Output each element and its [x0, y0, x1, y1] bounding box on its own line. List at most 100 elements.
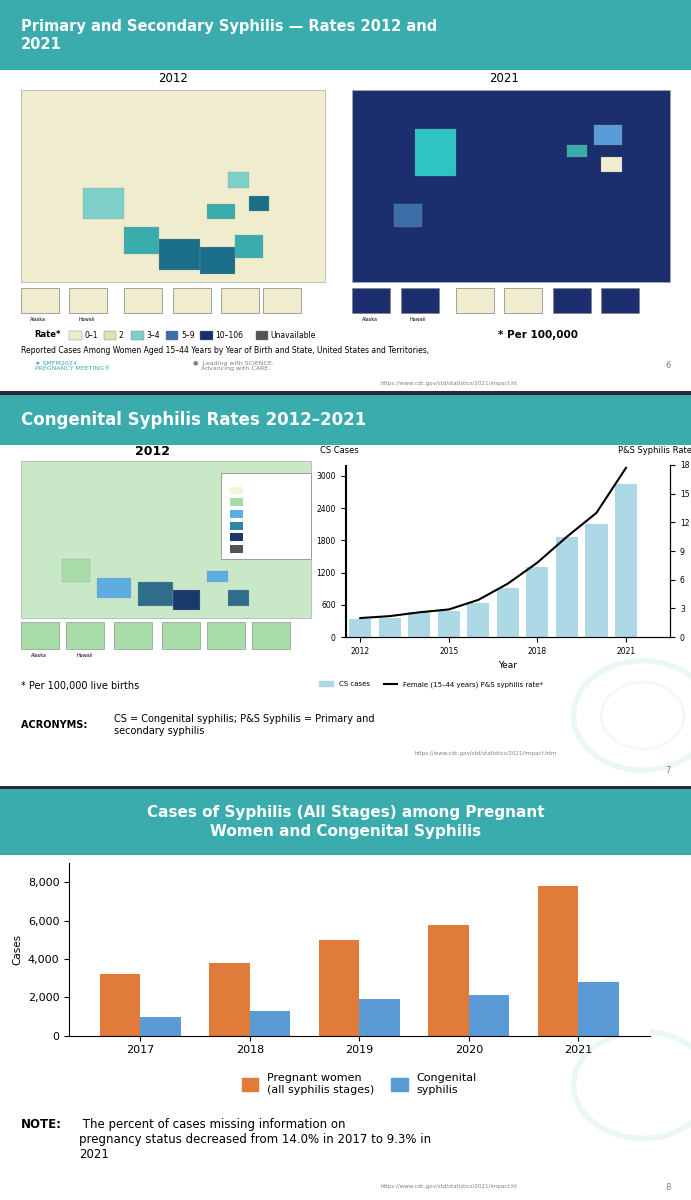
Text: ●  Leading with SCIENCE.
    Advancing with CARE.: ● Leading with SCIENCE. Advancing with C…: [193, 360, 274, 371]
Bar: [615, 484, 637, 637]
Text: Unavailable: Unavailable: [246, 547, 283, 552]
Bar: [567, 145, 587, 156]
Bar: [228, 590, 249, 606]
Text: ACRONYMS:: ACRONYMS:: [21, 720, 91, 731]
Bar: [207, 623, 245, 649]
Text: Congenital Syphilis Rates 2012–2021: Congenital Syphilis Rates 2012–2021: [21, 410, 366, 428]
Bar: [252, 623, 290, 649]
Text: Unavailable: Unavailable: [271, 331, 316, 340]
Bar: [467, 604, 489, 637]
Bar: [230, 498, 243, 506]
Bar: [578, 982, 619, 1036]
Bar: [207, 571, 228, 582]
Bar: [69, 288, 107, 313]
Text: Rate*: Rate*: [35, 330, 61, 340]
Text: 2021: 2021: [489, 72, 520, 85]
Bar: [162, 623, 200, 649]
Text: * Per 100,000 live births: * Per 100,000 live births: [21, 682, 139, 691]
Bar: [456, 288, 494, 313]
Text: Primary and Secondary Syphilis — Rates 2012 and
2021: Primary and Secondary Syphilis — Rates 2…: [21, 19, 437, 52]
Text: Alaska: Alaska: [361, 317, 378, 322]
Bar: [62, 559, 90, 582]
Bar: [359, 1000, 400, 1036]
Text: https://www.cdc.gov/std/statistics/2021/impact.ht: https://www.cdc.gov/std/statistics/2021/…: [380, 382, 517, 386]
Bar: [21, 623, 59, 649]
Bar: [209, 962, 250, 1036]
Bar: [221, 288, 259, 313]
Bar: [200, 246, 235, 274]
Bar: [228, 172, 249, 188]
Bar: [124, 288, 162, 313]
Text: 2: 2: [119, 331, 124, 340]
Bar: [352, 288, 390, 313]
Bar: [0, 395, 691, 445]
Text: CS = Congenital syphilis; P&S Syphilis = Primary and
secondary syphilis: CS = Congenital syphilis; P&S Syphilis =…: [114, 714, 375, 736]
Bar: [379, 618, 401, 637]
Bar: [230, 545, 243, 553]
Text: 2012: 2012: [158, 72, 188, 85]
Bar: [230, 510, 243, 518]
Bar: [21, 288, 59, 313]
Bar: [230, 534, 243, 541]
Text: 10–106: 10–106: [216, 331, 244, 340]
Bar: [594, 125, 622, 145]
Legend: Pregnant women
(all syphilis stages), Congenital
syphilis: Pregnant women (all syphilis stages), Co…: [237, 1069, 482, 1099]
Text: The percent of cases missing information on
pregnancy status decreased from 14.0: The percent of cases missing information…: [79, 1118, 432, 1160]
Bar: [230, 522, 243, 529]
Bar: [138, 582, 173, 606]
Text: ★ SMFM2024
PREGNANCY MEETING®: ★ SMFM2024 PREGNANCY MEETING®: [35, 360, 110, 371]
Bar: [159, 239, 200, 270]
Bar: [69, 331, 82, 340]
Bar: [221, 473, 311, 559]
X-axis label: Year: Year: [498, 661, 518, 671]
Bar: [104, 331, 116, 340]
Text: Hawaii: Hawaii: [410, 317, 426, 322]
Text: https://www.cdc.gov/std/statistics/2021/impact.htm: https://www.cdc.gov/std/statistics/2021/…: [415, 750, 557, 756]
Text: 3–4: 3–4: [146, 331, 160, 340]
Text: 6: 6: [665, 361, 670, 371]
Bar: [131, 331, 144, 340]
Bar: [256, 331, 268, 340]
Text: Cases of Syphilis (All Stages) among Pregnant
Women and Congenital Syphilis: Cases of Syphilis (All Stages) among Pre…: [146, 805, 545, 839]
Text: P&S Syphilis Rate*: P&S Syphilis Rate*: [618, 446, 691, 455]
Y-axis label: Cases: Cases: [12, 934, 22, 965]
Bar: [585, 524, 607, 637]
Bar: [207, 204, 235, 220]
Text: CS Cases: CS Cases: [319, 446, 358, 455]
Bar: [83, 188, 124, 220]
Bar: [173, 590, 200, 610]
Text: Alaska: Alaska: [30, 317, 46, 322]
Text: 31–232: 31–232: [246, 535, 269, 540]
Bar: [352, 90, 670, 282]
Bar: [166, 331, 178, 340]
Bar: [556, 536, 578, 637]
Bar: [0, 0, 691, 71]
Text: https://www.cdc.gov/std/statistics/2021/impact.ht: https://www.cdc.gov/std/statistics/2021/…: [380, 1183, 517, 1189]
Bar: [538, 886, 578, 1036]
Bar: [173, 288, 211, 313]
Bar: [100, 974, 140, 1036]
Text: Reported Cases Among Women Aged 15–44 Years by Year of Birth and State, United S: Reported Cases Among Women Aged 15–44 Ye…: [21, 346, 429, 355]
Legend: CS cases, Female (15–44 years) P&S syphilis rate*: CS cases, Female (15–44 years) P&S syphi…: [316, 678, 546, 690]
Text: * Per 100,000: * Per 100,000: [498, 330, 578, 340]
Bar: [553, 288, 591, 313]
Bar: [319, 940, 359, 1036]
Text: 5–9: 5–9: [181, 331, 195, 340]
Bar: [497, 588, 519, 637]
Text: 8: 8: [665, 1183, 670, 1192]
Text: 2012: 2012: [135, 445, 169, 458]
Bar: [249, 196, 269, 211]
Bar: [468, 995, 509, 1036]
Bar: [504, 288, 542, 313]
Bar: [349, 619, 371, 637]
Bar: [408, 612, 430, 637]
Bar: [235, 235, 263, 258]
Text: 1–7: 1–7: [246, 499, 257, 505]
Text: Rate*: Rate*: [231, 474, 254, 480]
Bar: [415, 130, 456, 176]
Bar: [21, 461, 311, 618]
Text: Alaska: Alaska: [31, 653, 48, 658]
Bar: [66, 623, 104, 649]
Bar: [230, 486, 243, 494]
Bar: [200, 331, 213, 340]
